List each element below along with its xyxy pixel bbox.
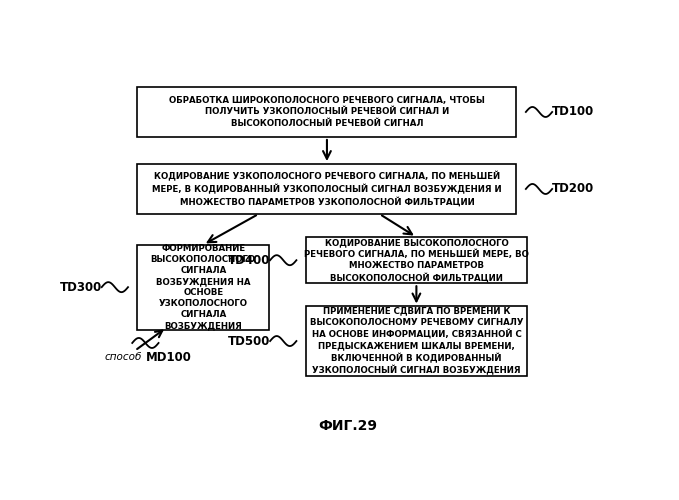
Text: способ: способ <box>105 352 142 362</box>
Text: КОДИРОВАНИЕ УЗКОПОЛОСНОГО РЕЧЕВОГО СИГНАЛА, ПО МЕНЬШЕЙ
МЕРЕ, В КОДИРОВАННЫЙ УЗКО: КОДИРОВАНИЕ УЗКОПОЛОСНОГО РЕЧЕВОГО СИГНА… <box>152 172 502 206</box>
Text: TD100: TD100 <box>552 106 594 118</box>
FancyBboxPatch shape <box>306 306 527 376</box>
FancyBboxPatch shape <box>137 245 269 330</box>
Text: MD100: MD100 <box>145 350 191 364</box>
FancyBboxPatch shape <box>137 87 516 137</box>
Text: TD200: TD200 <box>552 182 594 196</box>
Text: TD300: TD300 <box>60 280 102 293</box>
Text: TD400: TD400 <box>227 254 270 266</box>
Text: ФИГ.29: ФИГ.29 <box>318 419 378 432</box>
Text: ФОРМИРОВАНИЕ
ВЫСОКОПОЛОСНОГО
СИГНАЛА
ВОЗБУЖДЕНИЯ НА
ОСНОВЕ
УЗКОПОЛОСНОГО
СИГНАЛА: ФОРМИРОВАНИЕ ВЫСОКОПОЛОСНОГО СИГНАЛА ВОЗ… <box>151 244 256 330</box>
Text: TD500: TD500 <box>227 334 270 347</box>
Text: ОБРАБОТКА ШИРОКОПОЛОСНОГО РЕЧЕВОГО СИГНАЛА, ЧТОБЫ
ПОЛУЧИТЬ УЗКОПОЛОСНЫЙ РЕЧЕВОЙ : ОБРАБОТКА ШИРОКОПОЛОСНОГО РЕЧЕВОГО СИГНА… <box>169 96 485 128</box>
Text: ПРИМЕНЕНИЕ СДВИГА ПО ВРЕМЕНИ К
ВЫСОКОПОЛОСНОМУ РЕЧЕВОМУ СИГНАЛУ
НА ОСНОВЕ ИНФОРМ: ПРИМЕНЕНИЕ СДВИГА ПО ВРЕМЕНИ К ВЫСОКОПОЛ… <box>310 306 523 376</box>
FancyBboxPatch shape <box>137 164 516 214</box>
FancyBboxPatch shape <box>306 237 527 284</box>
Text: КОДИРОВАНИЕ ВЫСОКОПОЛОСНОГО
РЕЧЕВОГО СИГНАЛА, ПО МЕНЬШЕЙ МЕРЕ, ВО
МНОЖЕСТВО ПАРА: КОДИРОВАНИЕ ВЫСОКОПОЛОСНОГО РЕЧЕВОГО СИГ… <box>304 238 529 282</box>
